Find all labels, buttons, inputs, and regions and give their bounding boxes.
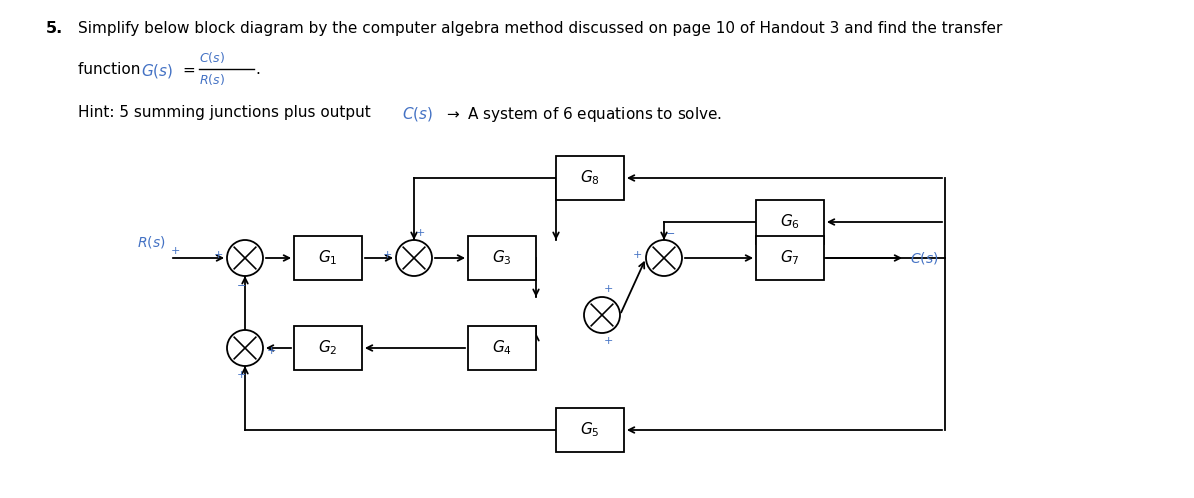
Bar [294, 326, 362, 370]
Text: $+$: $+$ [603, 283, 613, 294]
Text: $+$: $+$ [170, 245, 180, 255]
Text: $G_{6}$: $G_{6}$ [780, 213, 800, 232]
Circle shape [227, 330, 263, 366]
Text: $G_{4}$: $G_{4}$ [492, 339, 512, 358]
Text: 5.: 5. [45, 21, 62, 36]
Bar [468, 236, 536, 280]
Text: $G_{7}$: $G_{7}$ [780, 249, 800, 267]
Text: $R(s)$: $R(s)$ [199, 72, 226, 87]
Text: $G_{3}$: $G_{3}$ [492, 249, 512, 267]
Text: $G_{5}$: $G_{5}$ [580, 421, 599, 439]
Text: $C(s)$: $C(s)$ [910, 250, 938, 266]
Text: $C(s)$: $C(s)$ [199, 50, 226, 65]
Text: Simplify below block diagram by the computer algebra method discussed on page 10: Simplify below block diagram by the comp… [78, 21, 1002, 36]
Text: $-$: $-$ [665, 227, 675, 237]
Bar [756, 236, 824, 280]
Bar [556, 408, 624, 452]
Text: Hint: 5 summing junctions plus output: Hint: 5 summing junctions plus output [78, 105, 375, 120]
Text: $C(s)$: $C(s)$ [402, 105, 433, 123]
Text: $G(s)$: $G(s)$ [141, 62, 173, 80]
Text: $+$: $+$ [382, 249, 392, 260]
Text: $G_{1}$: $G_{1}$ [319, 249, 338, 267]
Text: function: function [78, 62, 144, 77]
Circle shape [396, 240, 432, 276]
Text: $+$: $+$ [603, 336, 613, 347]
Text: $R(s)$: $R(s)$ [136, 234, 165, 250]
Circle shape [584, 297, 620, 333]
Circle shape [227, 240, 263, 276]
Bar [556, 156, 624, 200]
Text: $+$: $+$ [213, 249, 223, 260]
Bar [468, 326, 536, 370]
Text: $-$: $-$ [236, 279, 246, 289]
Text: $+$: $+$ [632, 249, 642, 260]
Circle shape [646, 240, 682, 276]
Bar [294, 236, 362, 280]
Text: $+$: $+$ [266, 346, 276, 357]
Text: $G_{2}$: $G_{2}$ [319, 339, 338, 358]
Text: $+$: $+$ [416, 227, 425, 238]
Text: .: . [256, 62, 260, 77]
Text: $=$: $=$ [180, 62, 196, 77]
Text: $G_{8}$: $G_{8}$ [580, 169, 599, 187]
Bar [756, 200, 824, 244]
Text: $+$: $+$ [236, 369, 246, 379]
Text: $\rightarrow$ A system of 6 equations to solve.: $\rightarrow$ A system of 6 equations to… [439, 105, 722, 124]
